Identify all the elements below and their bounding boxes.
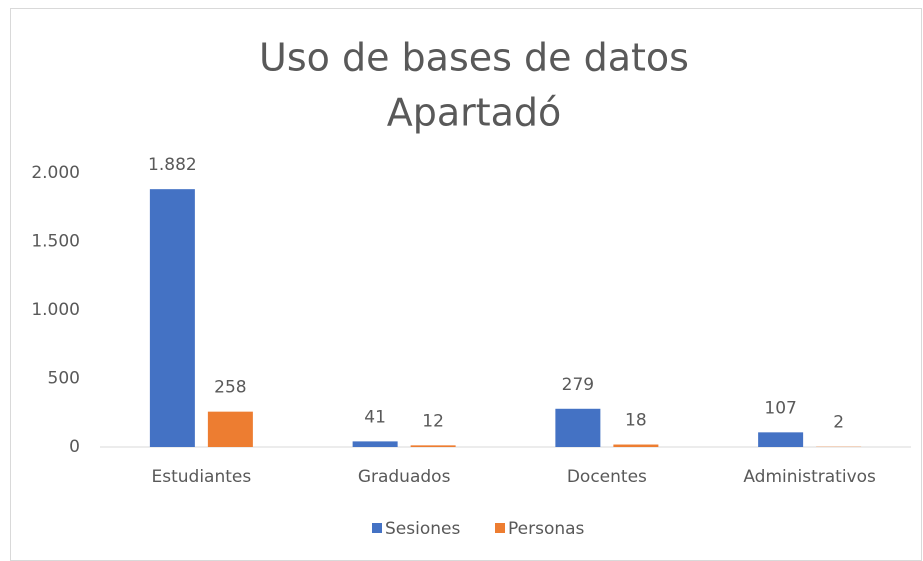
legend-label: Personas [508, 519, 585, 539]
y-tick-label: 2.000 [31, 163, 80, 183]
y-tick-label: 500 [48, 369, 80, 389]
legend-swatch [372, 523, 382, 533]
x-tick-label: Graduados [358, 467, 451, 487]
bar [758, 432, 804, 447]
bar [613, 444, 659, 447]
x-tick-label: Administrativos [743, 467, 876, 487]
data-label: 107 [764, 398, 796, 418]
y-tick-label: 0 [69, 437, 80, 457]
chart-title: Uso de bases de datos [259, 36, 689, 80]
data-label: 12 [422, 411, 444, 431]
legend-swatch [495, 523, 505, 533]
data-label: 279 [562, 375, 594, 395]
bar [352, 441, 398, 447]
data-label: 258 [214, 378, 246, 398]
y-tick-label: 1.000 [31, 300, 80, 320]
bar [207, 411, 253, 447]
data-label: 18 [625, 411, 647, 431]
bar [555, 408, 601, 447]
x-tick-label: Docentes [567, 467, 647, 487]
bar [149, 189, 195, 447]
data-label: 1.882 [148, 155, 197, 175]
y-tick-label: 1.500 [31, 232, 80, 252]
data-label: 2 [833, 413, 844, 433]
x-tick-label: Estudiantes [152, 467, 252, 487]
bar [410, 445, 456, 447]
legend-label: Sesiones [385, 519, 460, 539]
chart-subtitle: Apartadó [387, 91, 562, 135]
data-label: 41 [364, 407, 386, 427]
